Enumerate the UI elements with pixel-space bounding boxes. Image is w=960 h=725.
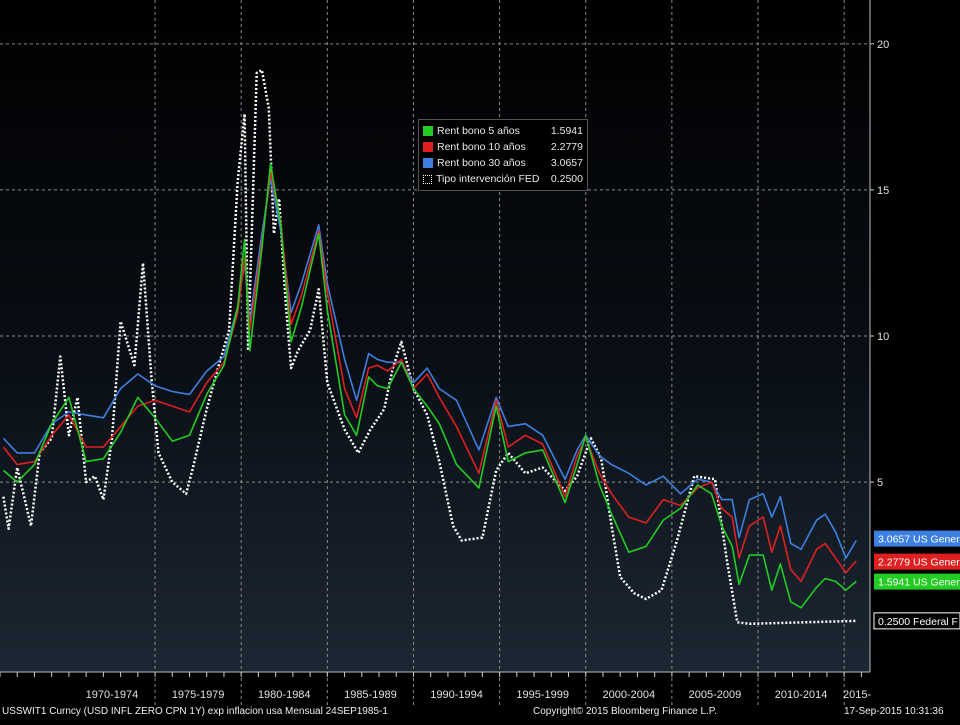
legend-item-30y: Rent bono 30 años 3.0657 [423,155,583,171]
x-group-label-1980-1984: 1980-1984 [258,689,311,701]
legend-item-10y: Rent bono 10 años 2.2779 [423,139,583,155]
footer-timestamp: 17-Sep-2015 10:31:36 [844,706,944,717]
legend: Rent bono 5 años 1.5941 Rent bono 10 año… [418,119,588,191]
series-line-rent-bono-5-años [2,162,857,609]
x-group-label-1975-1979: 1975-1979 [172,689,225,701]
footer: USSWIT1 Curncy (USD INFL ZERO CPN 1Y) ex… [0,706,960,720]
legend-item-fed: Tipo intervención FED 0.2500 [423,171,583,187]
x-group-label-2010-2014: 2010-2014 [775,689,828,701]
y-tick-label-15: 15 [877,185,889,197]
x-group-label-2005-2009: 2005-2009 [689,689,742,701]
value-tag-text-2: 1.5941 US Generi [878,577,960,589]
legend-label-5y: Rent bono 5 años [437,125,520,137]
legend-label-10y: Rent bono 10 años [437,141,526,153]
value-tag-2: 1.5941 US Generi [874,573,960,590]
legend-value-fed: 0.2500 [550,173,583,185]
axes: 5 10 15 20 1970-1974 1975-1979 1980-1984 1985-1… [0,0,889,701]
legend-swatch-10y [423,142,433,152]
value-tag-text-3: 0.2500 Federal F [878,616,958,628]
x-group-label-1995-1999: 1995-1999 [516,689,569,701]
x-group-label-2000-2004: 2000-2004 [603,689,656,701]
value-tag-3: 0.2500 Federal F [873,612,960,630]
series-line-rent-bono-30-años [2,177,857,559]
value-tags: 3.0657 US Generi 2.2779 US Generi 1.5941 U… [873,530,960,630]
x-group-label-1990-1994: 1990-1994 [430,689,483,701]
legend-item-5y: Rent bono 5 años 1.5941 [423,123,583,139]
legend-value-5y: 1.5941 [550,125,583,137]
footer-copyright: Copyright© 2015 Bloomberg Finance L.P. [533,706,717,717]
series-lines [2,68,857,626]
y-tick-label-10: 10 [877,331,889,343]
footer-ticker-info: USSWIT1 Curncy (USD INFL ZERO CPN 1Y) ex… [2,706,388,717]
x-group-label-2015-: 2015- [843,689,871,701]
x-group-label-1970-1974: 1970-1974 [86,689,139,701]
legend-value-30y: 3.0657 [550,157,583,169]
series-line-rent-bono-10-años [2,171,857,583]
y-tick-label-20: 20 [877,39,889,51]
value-tag-text-1: 2.2779 US Generi [878,557,960,569]
value-tag-0: 3.0657 US Generi [874,530,960,547]
legend-label-fed: Tipo intervención FED [436,173,540,185]
y-tick-label-5: 5 [877,477,883,489]
series-line-tipo-intervención-fed [2,68,857,626]
value-tag-box-2 [874,573,960,590]
value-tag-text-0: 3.0657 US Generi [878,534,960,546]
legend-swatch-fed [423,174,432,184]
legend-swatch-30y [423,158,433,168]
value-tag-box-1 [874,553,960,570]
value-tag-box-3 [873,612,960,630]
value-tag-box-0 [874,530,960,547]
legend-swatch-5y [423,126,433,136]
legend-value-10y: 2.2779 [550,141,583,153]
legend-label-30y: Rent bono 30 años [437,157,526,169]
x-group-label-1985-1989: 1985-1989 [344,689,397,701]
value-tag-1: 2.2779 US Generi [874,553,960,570]
